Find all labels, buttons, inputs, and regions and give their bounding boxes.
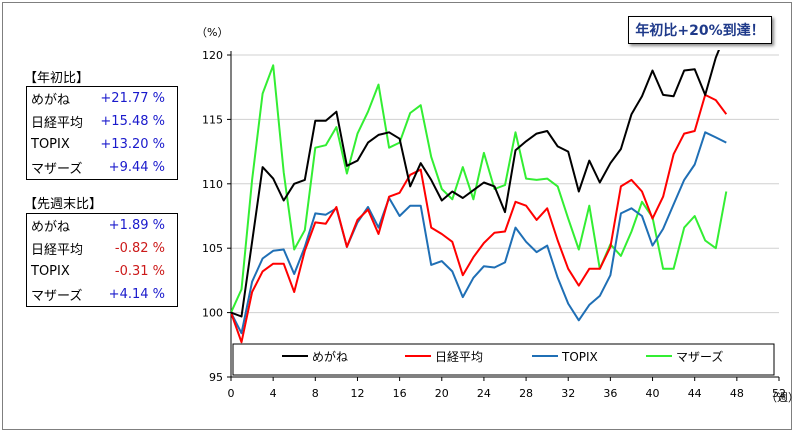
ytd-name: マザーズ — [31, 162, 83, 177]
wow-name: TOPIX — [31, 264, 70, 279]
legend-label: 日経平均 — [435, 350, 483, 364]
series-line-1 — [231, 50, 720, 318]
x-tick-label: 0 — [228, 387, 235, 400]
legend-label: TOPIX — [561, 350, 598, 364]
axes — [227, 51, 780, 381]
legend-label: マザーズ — [676, 349, 723, 364]
x-tick-label: 52 — [772, 387, 786, 400]
x-tick-label: 44 — [688, 387, 702, 400]
ytd-title: 【年初比】 — [24, 71, 90, 86]
ytd-row: TOPIX +13.20 % — [27, 133, 177, 156]
ytd-row: 日経平均 +15.48 % — [27, 110, 177, 133]
x-tick-label: 8 — [312, 387, 319, 400]
x-tick-label: 48 — [730, 387, 744, 400]
y-tick-label: 115 — [202, 113, 223, 126]
y-tick-label: 110 — [202, 178, 223, 191]
ytd-value: +21.77 % — [100, 91, 165, 106]
wow-row: マザーズ +4.14 % — [27, 283, 177, 306]
grid — [231, 54, 779, 314]
ytd-row: めがね +21.77 % — [27, 87, 177, 110]
wow-row: めがね +1.89 % — [27, 214, 177, 237]
y-tick-label: 100 — [202, 307, 223, 320]
wow-value: -0.31 % — [114, 264, 165, 279]
legend-label: めがね — [312, 349, 348, 364]
ytd-name: TOPIX — [31, 137, 70, 152]
y-tick-label: 105 — [202, 242, 223, 255]
x-axis-label: （週） — [766, 391, 796, 404]
x-tick-label: 16 — [393, 387, 407, 400]
ytd-row: マザーズ +9.44 % — [27, 156, 177, 179]
ytd-value: +15.48 % — [100, 114, 165, 129]
x-tick-label: 20 — [435, 387, 449, 400]
chart-frame — [2, 2, 792, 430]
wow-name: 日経平均 — [31, 243, 84, 258]
x-tick-label: 40 — [646, 387, 660, 400]
wow-table: めがね +1.89 % 日経平均 -0.82 % TOPIX -0.31 % マザーズ… — [26, 213, 178, 307]
wow-title: 【先週末比】 — [24, 197, 103, 212]
series-line-4 — [231, 64, 728, 314]
wow-value: +1.89 % — [108, 218, 165, 233]
target-badge: 年初比+20%到達！ — [628, 16, 772, 44]
ytd-name: 日経平均 — [31, 116, 84, 131]
x-tick-label: 36 — [603, 387, 617, 400]
wow-value: +4.14 % — [108, 287, 165, 302]
ytd-value: +13.20 % — [100, 137, 165, 152]
legend-box — [232, 343, 775, 376]
x-tick-label: 24 — [477, 387, 491, 400]
wow-name: めがね — [31, 220, 71, 235]
y-axis-label: （%） — [196, 26, 228, 39]
wow-name: マザーズ — [31, 289, 83, 304]
ytd-table: めがね +21.77 % 日経平均 +15.48 % TOPIX +13.20 % マ… — [26, 86, 178, 180]
series-line-2 — [231, 93, 728, 344]
y-tick-label: 95 — [209, 371, 223, 384]
x-tick-label: 32 — [561, 387, 575, 400]
ytd-name: めがね — [31, 93, 71, 108]
wow-row: TOPIX -0.31 % — [27, 260, 177, 283]
wow-row: 日経平均 -0.82 % — [27, 237, 177, 260]
x-tick-label: 28 — [519, 387, 533, 400]
legend: めがね 日経平均 TOPIX マザーズ — [232, 343, 775, 376]
ytd-value: +9.44 % — [108, 160, 165, 175]
x-tick-label: 12 — [350, 387, 364, 400]
y-tick-label: 120 — [202, 49, 223, 62]
x-tick-label: 4 — [270, 387, 277, 400]
series-line-3 — [231, 131, 727, 335]
series-lines — [231, 50, 728, 344]
wow-value: -0.82 % — [114, 241, 165, 256]
